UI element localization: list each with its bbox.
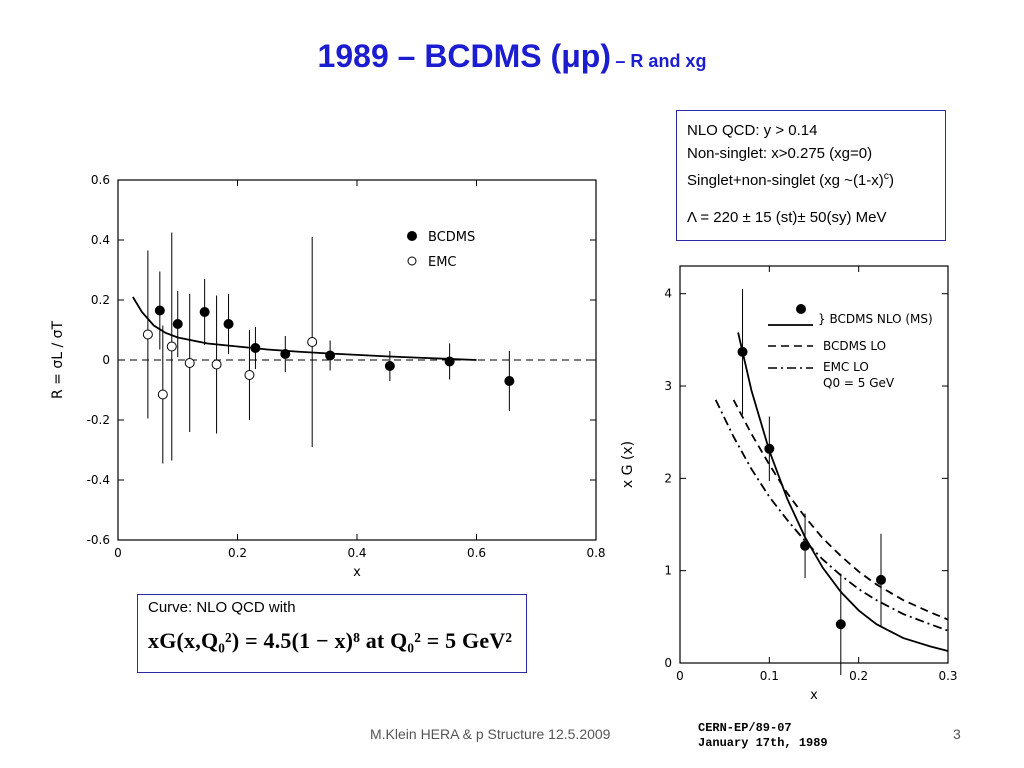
xg-vs-x-chart: 0 0.1 0.2 0.3 0 1 2 3 4 x x G (x) } BCDMS NLO (MS) B… — [620, 265, 958, 703]
x-tick-label: 0.3 — [938, 669, 957, 683]
slide-title: 1989 – BCDMS (μp) – R and xg — [0, 38, 1024, 75]
y-tick-label: -0.4 — [87, 473, 110, 487]
data-point-bcdms — [199, 307, 210, 317]
slide-title-sub: – R and xg — [615, 51, 707, 71]
y-tick-label: 3 — [664, 379, 672, 393]
x-tick-label: 0.4 — [347, 546, 366, 560]
page-number: 3 — [953, 726, 961, 742]
nlo-line-4: Λ = 220 ± 15 (st)± 50(sy) MeV — [687, 209, 887, 226]
curve-formula: xG(x,Q₀²) = 4.5(1 − x)⁸ at Q₀² = 5 GeV² — [148, 628, 513, 653]
fit-curve-solid — [737, 332, 949, 652]
data-point-bcdms — [384, 361, 395, 371]
y-tick-label: 0 — [102, 353, 110, 367]
x-tick-label: 0.2 — [849, 669, 868, 683]
curve-formula-box: Curve: NLO QCD with xG(x,Q₀²) = 4.5(1 − … — [137, 594, 527, 673]
x-axis-label: x — [353, 565, 361, 580]
fit-curve-dashed — [732, 399, 949, 621]
x-tick-label: 0.6 — [467, 546, 486, 560]
y-axis-label: x G (x) — [620, 441, 636, 488]
data-point-bcdms — [172, 319, 183, 329]
x-tick-label: 0.1 — [760, 669, 779, 683]
y-tick-label: 0.2 — [91, 293, 110, 307]
legend-label-q0: Q0 = 5 GeV — [823, 376, 895, 390]
nlo-qcd-info-box: NLO QCD: y > 0.14 Non-singlet: x>0.275 (… — [676, 110, 946, 241]
legend-marker-emc — [407, 256, 417, 266]
plot-frame — [679, 265, 949, 664]
data-point-emc — [157, 389, 168, 400]
x-axis-label: x — [810, 688, 818, 703]
curve-label: Curve: NLO QCD with — [148, 599, 296, 616]
data-point-emc — [142, 329, 153, 340]
legend-label-emc: EMC — [428, 255, 457, 270]
legend-marker-bcdms — [407, 231, 417, 241]
y-tick-label: 0.4 — [91, 233, 110, 247]
cern-ref-line-1: CERN-EP/89-07 — [698, 721, 792, 735]
cern-ref-line-2: January 17th, 1989 — [698, 736, 828, 750]
legend-label-emc-lo: EMC LO — [823, 360, 869, 374]
data-point-bcdms — [154, 305, 165, 316]
y-tick-label: 4 — [664, 287, 672, 301]
y-tick-label: 0 — [664, 656, 672, 670]
data-point-bcdms — [800, 540, 811, 551]
data-point-emc — [184, 358, 195, 368]
fit-curve-solid — [132, 296, 477, 361]
nlo-line-1: NLO QCD: y > 0.14 — [687, 122, 818, 139]
y-axis-label: R = σL / σT — [50, 321, 66, 400]
data-point-bcdms — [325, 350, 336, 361]
slide-title-main: 1989 – BCDMS (μp) — [317, 38, 611, 74]
x-tick-label: 0 — [114, 546, 122, 560]
slide-footer: M.Klein HERA & p Structure 12.5.2009 — [370, 726, 611, 742]
data-point-bcdms — [876, 574, 886, 585]
y-tick-label: 2 — [664, 471, 672, 485]
y-tick-label: -0.6 — [87, 533, 110, 547]
nlo-line-3: Singlet+non-singlet (xg ~(1-x)c) — [687, 170, 895, 189]
y-tick-label: 1 — [664, 564, 672, 578]
x-tick-label: 0.2 — [228, 546, 247, 560]
y-tick-label: -0.2 — [87, 413, 110, 427]
data-point-bcdms — [250, 343, 261, 353]
x-tick-label: 0.8 — [586, 546, 605, 560]
data-point-bcdms — [764, 443, 775, 454]
legend-marker-bcdms-nlo — [796, 304, 806, 314]
data-point-emc — [307, 337, 318, 347]
data-point-emc — [244, 370, 255, 380]
cern-reference: CERN-EP/89-07 January 17th, 1989 — [698, 721, 828, 751]
legend-label-bcdms: BCDMS — [428, 230, 475, 245]
data-point-emc — [211, 359, 222, 370]
data-point-bcdms — [444, 356, 455, 367]
y-tick-label: 0.6 — [91, 173, 110, 187]
data-point-bcdms — [835, 619, 846, 630]
x-tick-label: 0 — [676, 669, 684, 683]
nlo-line-2: Non-singlet: x>0.275 (xg=0) — [687, 145, 873, 162]
data-point-bcdms — [504, 376, 515, 386]
legend-label-bcdms-lo: BCDMS LO — [823, 339, 886, 353]
legend-label-bcdms-nlo: } BCDMS NLO (MS) — [818, 312, 933, 326]
r-vs-x-chart: 0 0.2 0.4 0.6 0.8 -0.6 -0.4 -0.2 0 0.2 0.4 0.6 x R = … — [50, 173, 606, 580]
data-point-bcdms — [280, 349, 291, 359]
fit-curve-dashdot — [714, 399, 949, 632]
data-point-bcdms — [737, 346, 748, 357]
data-point-bcdms — [223, 319, 234, 329]
data-point-emc — [166, 341, 177, 352]
